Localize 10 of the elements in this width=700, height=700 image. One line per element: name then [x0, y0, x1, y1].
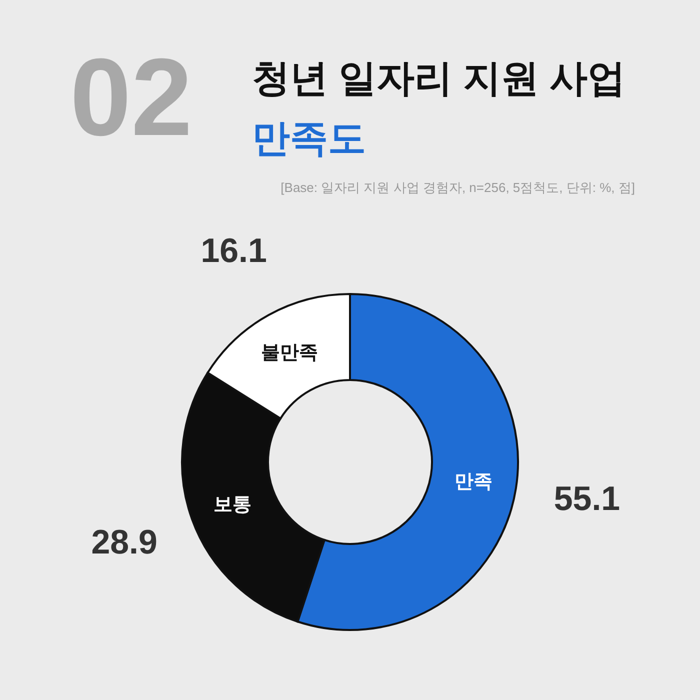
slice-label: 보통 — [213, 494, 252, 516]
slice-label: 불만족 — [260, 342, 318, 364]
text: 02 — [70, 36, 192, 159]
data-label: 16.1 — [200, 232, 267, 270]
chart-title: 청년 일자리 지원 사업 — [252, 58, 626, 100]
text: [Base: 일자리 지원 사업 경험자, n=256, 5점척도, 단위: %, 점] — [280, 180, 635, 195]
slice-label: 만족 — [454, 472, 492, 493]
data-label: 55.1 — [554, 480, 620, 518]
chart-subtitle: 만족도 — [252, 118, 366, 160]
data-label: 28.9 — [91, 524, 158, 562]
